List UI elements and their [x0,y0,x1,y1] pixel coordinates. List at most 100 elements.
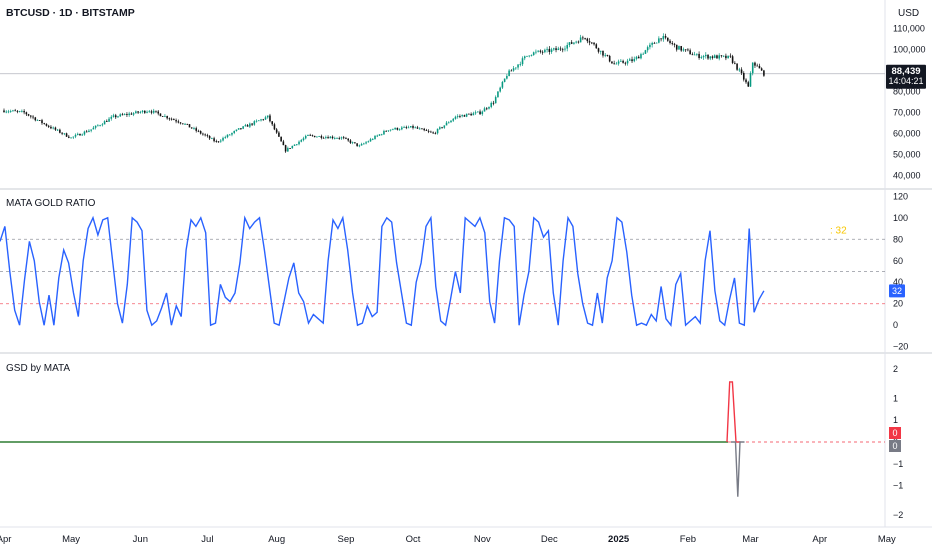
candle-body [392,129,394,131]
candle-body [300,140,303,142]
candle-body [34,117,37,121]
gold-ratio-tick-label: −20 [893,342,908,352]
indicator-title-gsd[interactable]: GSD by MATA [6,363,70,374]
candle-body [56,129,59,131]
candle-body [702,56,705,58]
candle-body [61,132,63,134]
gold-ratio-tick-label: 80 [893,234,903,244]
price-axis[interactable]: 110,000100,00090,00080,00070,00060,00050… [893,23,926,180]
candle-body [575,41,577,43]
candle-body [452,118,455,121]
candle-body [622,60,624,63]
candle-body [376,135,379,137]
candle-body [72,136,75,138]
candle-body [742,73,745,80]
candle-body [59,129,61,133]
candle-body [597,48,600,52]
candle-body [436,128,439,134]
candle-body [447,122,450,124]
candle-body [16,110,19,112]
candle-body [651,42,653,45]
candle-body [295,144,298,146]
candle-body [749,73,752,87]
candle-body [293,144,296,146]
candle-body [233,131,236,133]
candle-body [470,113,472,116]
candle-body [25,112,28,115]
indicator-title-gold-ratio[interactable]: MATA GOLD RATIO [6,198,96,209]
gsd-tick-label: 2 [893,364,898,374]
candle-body [577,41,580,43]
candle-body [215,141,218,142]
candle-body [12,110,14,112]
candle-body [275,129,278,133]
candle-body [150,111,153,113]
candle-body [606,54,609,56]
candle-body [492,102,495,104]
candle-body [528,55,531,57]
candle-body [141,110,144,112]
candle-body [380,134,383,136]
time-tick-label: 2025 [608,534,630,545]
candle-body [620,60,622,62]
candle-body [490,102,493,107]
candle-body [65,133,68,137]
candle-body [304,135,307,139]
candle-body [521,58,524,65]
candle-body [731,56,734,63]
candle-body [664,36,667,38]
candle-body [483,108,486,112]
candle-body [678,46,680,50]
candle-body [166,116,168,119]
candle-body [631,59,633,62]
candle-body [624,62,627,64]
candle-body [99,125,101,126]
candle-body [354,142,356,144]
gsd-red-last-value: 0 [892,428,897,438]
candle-body [222,137,224,141]
candle-body [184,123,186,125]
candle-body [284,145,287,152]
candle-body [74,134,77,137]
time-tick-label: Feb [680,534,696,545]
gold-ratio-tick-label: 120 [893,191,908,201]
candle-body [539,50,542,52]
candle-body [132,113,135,115]
candle-body [499,87,501,92]
candle-body [54,127,57,130]
gold-ratio-tick-label: 20 [893,299,903,309]
candle-body [121,114,124,116]
last-price-badge: 88,439 14:04:21 [886,64,926,89]
candle-body [333,138,336,139]
candle-body [228,134,231,136]
time-axis[interactable]: Apr May Jun Jul Aug Sep Oct Nov Dec 2025 Feb Mar Apr… [0,534,896,545]
candle-body [751,62,754,74]
candle-body [112,115,115,117]
gold-ratio-axis[interactable]: 120 100 80 60 40 20 0 −20 [893,191,908,351]
candle-body [338,138,341,139]
candle-body [608,55,611,62]
candle-body [700,57,703,58]
candle-body [110,116,113,119]
candle-body [532,52,535,56]
candle-body [633,58,636,62]
candle-body [363,143,365,145]
candle-body [517,64,519,68]
candle-body [434,133,437,135]
candle-body [456,116,459,117]
candle-body [414,127,417,129]
candle-body [336,138,338,139]
price-tick-label: 70,000 [893,108,921,118]
symbol-title[interactable]: BTCUSD · 1D · BITSTAMP [6,7,135,19]
candle-body [537,50,539,52]
candle-body [253,121,256,125]
candle-body [206,135,209,137]
candle-body [546,48,548,50]
time-tick-label: Jul [201,534,213,545]
gsd-tick-label: −1 [893,459,903,469]
candle-body [745,79,747,83]
candle-body [188,124,191,128]
candle-body [405,126,408,128]
currency-label[interactable]: USD [898,8,919,19]
candle-body [374,135,376,140]
